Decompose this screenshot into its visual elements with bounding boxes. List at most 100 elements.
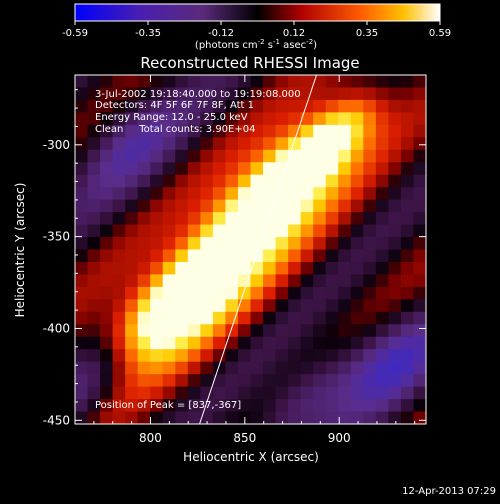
heatmap-cell (75, 187, 89, 201)
heatmap-cell (100, 324, 114, 338)
heatmap-cell (150, 212, 164, 226)
heatmap-cell (237, 112, 252, 126)
heatmap-cell (125, 249, 139, 263)
heatmap-cell (87, 249, 101, 263)
heatmap-cell (413, 174, 426, 188)
heatmap-cell (413, 411, 426, 424)
heatmap-cell (288, 137, 302, 151)
heatmap-cell (413, 237, 426, 251)
annotation-clean-counts: Clean Total counts: 3.90E+04 (95, 124, 255, 135)
heatmap-cell (375, 149, 389, 163)
heatmap-cell (300, 399, 314, 413)
heatmap-cell (388, 286, 402, 300)
heatmap-cell (100, 261, 114, 276)
heatmap-cell (87, 411, 101, 424)
colorbar-units-exp-1: -2 (258, 38, 265, 46)
heatmap-cell (400, 187, 415, 201)
heatmap-cell (112, 212, 126, 226)
heatmap-cell (87, 174, 101, 188)
heatmap-cell (200, 137, 214, 151)
heatmap-cell (200, 199, 214, 213)
heatmap-cell (400, 249, 415, 263)
heatmap-cell (375, 311, 389, 325)
heatmap-cell (375, 286, 389, 300)
heatmap-cell (388, 261, 402, 276)
heatmap-cell (300, 149, 314, 163)
heatmap-cell (75, 174, 89, 188)
heatmap-cell (112, 224, 126, 238)
heatmap-cell (288, 274, 302, 288)
heatmap-cell (75, 411, 89, 424)
heatmap-cell (388, 137, 402, 151)
heatmap-cell (150, 224, 164, 238)
heatmap-cell (350, 336, 364, 350)
heatmap-cell (313, 411, 327, 424)
heatmap-cell (263, 349, 277, 363)
heatmap-cell (175, 137, 189, 151)
heatmap-cell (75, 124, 89, 138)
heatmap-cell (263, 324, 277, 338)
heatmap-cell (162, 349, 176, 363)
heatmap-cell (400, 336, 415, 350)
heatmap-cell (112, 112, 126, 126)
heatmap-cell (363, 149, 377, 163)
heatmap-cell (162, 249, 176, 263)
heatmap-cell (112, 174, 126, 188)
heatmap-cell (237, 286, 252, 300)
heatmap-cell (313, 361, 327, 375)
heatmap-cell (313, 299, 327, 313)
heatmap-cell (363, 324, 377, 338)
heatmap-cell (225, 224, 239, 238)
heatmap-cell (313, 374, 327, 388)
heatmap-cell (288, 187, 302, 201)
x-tick-label: 800 (139, 431, 162, 445)
heatmap-cell (225, 274, 239, 288)
heatmap-cell (87, 261, 101, 276)
heatmap-cell (350, 137, 364, 151)
heatmap-cell (300, 299, 314, 313)
heatmap-cell (175, 261, 189, 276)
colorbar-units-part-1: (photons cm (195, 40, 258, 51)
heatmap-cell (325, 349, 339, 363)
heatmap-cell (375, 386, 389, 400)
heatmap-cell (250, 336, 264, 350)
heatmap-cell (338, 324, 352, 338)
heatmap-cell (288, 149, 302, 163)
heatmap-cell (225, 261, 239, 276)
heatmap-cell (300, 224, 314, 238)
heatmap-cell (137, 349, 151, 363)
heatmap-cell (137, 411, 151, 424)
heatmap-cell (112, 411, 126, 424)
heatmap-cell (137, 137, 151, 151)
heatmap-cell (187, 311, 201, 325)
heatmap-cell (87, 112, 101, 126)
heatmap-cell (288, 87, 302, 101)
annotation-detectors: Detectors: 4F 5F 6F 7F 8F, Att 1 (95, 100, 254, 111)
heatmap-cell (350, 286, 364, 300)
heatmap-cell (75, 274, 89, 288)
heatmap-cell (338, 311, 352, 325)
heatmap-cell (212, 174, 227, 188)
heatmap-cell (175, 212, 189, 226)
heatmap-cell (263, 199, 277, 213)
y-axis-label: Heliocentric Y (arcsec) (13, 183, 27, 318)
heatmap-cell (100, 75, 114, 89)
heatmap-cell (125, 311, 139, 325)
heatmap-cells (75, 75, 426, 424)
heatmap-cell (263, 174, 277, 188)
heatmap-cell (112, 162, 126, 176)
heatmap-cell (338, 261, 352, 276)
heatmap-cell (125, 411, 139, 424)
heatmap-cell (313, 249, 327, 263)
heatmap-cell (375, 174, 389, 188)
heatmap-cell (325, 386, 339, 400)
heatmap-cell (375, 399, 389, 413)
heatmap-cell (75, 299, 89, 313)
heatmap-cell (263, 212, 277, 226)
heatmap-cell (225, 149, 239, 163)
heatmap-cell (137, 374, 151, 388)
heatmap-cell (275, 199, 289, 213)
heatmap-cell (237, 187, 252, 201)
heatmap-cell (313, 187, 327, 201)
